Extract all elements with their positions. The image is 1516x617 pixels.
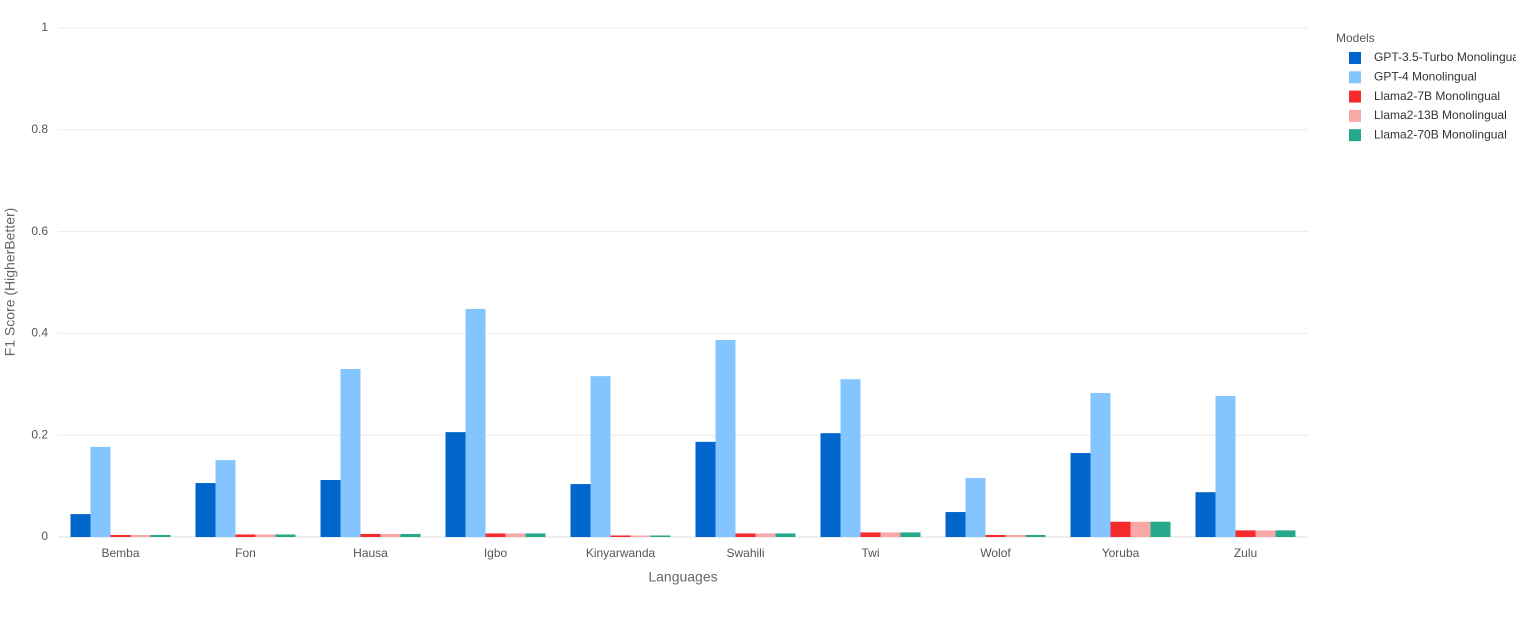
bar <box>525 533 546 537</box>
bar <box>1215 396 1236 537</box>
bar <box>590 376 611 537</box>
bar <box>840 379 861 537</box>
y-tick-label: 0.2 <box>31 427 48 441</box>
bar <box>505 533 526 537</box>
y-tick-label: 1 <box>41 20 48 34</box>
bar <box>570 484 591 537</box>
legend-swatch <box>1349 109 1361 122</box>
x-tick-label: Kinyarwanda <box>586 546 656 560</box>
bar <box>610 535 631 537</box>
bar <box>1130 521 1151 537</box>
bar <box>340 369 361 537</box>
bar <box>110 534 131 537</box>
bar <box>255 534 276 537</box>
bar <box>465 308 486 537</box>
bar <box>630 535 651 537</box>
bar <box>1275 530 1296 537</box>
bar <box>1090 392 1111 537</box>
bar <box>775 533 796 537</box>
y-tick-label: 0.4 <box>31 326 48 340</box>
legend-swatch <box>1349 90 1361 103</box>
legend-label: GPT-3.5-Turbo Monolingual <box>1374 50 1516 64</box>
bar <box>650 535 671 537</box>
bar <box>485 533 506 537</box>
bar <box>195 483 216 537</box>
x-axis-title: Languages <box>648 569 717 585</box>
x-tick-label: Swahili <box>726 546 764 560</box>
legend-swatch <box>1349 71 1361 84</box>
x-tick-label: Igbo <box>484 546 508 560</box>
bar <box>1255 530 1276 537</box>
bar <box>1025 534 1046 537</box>
bar <box>1235 530 1256 537</box>
y-tick-label: 0.6 <box>31 224 48 238</box>
bar <box>880 532 901 537</box>
bar <box>400 533 421 537</box>
bar <box>1005 534 1026 537</box>
bar <box>900 532 921 537</box>
bar <box>360 533 381 537</box>
bar <box>695 441 716 537</box>
bar <box>320 479 341 537</box>
bar <box>130 534 151 537</box>
x-tick-label: Fon <box>235 546 256 560</box>
x-tick-label: Hausa <box>353 546 388 560</box>
bar <box>985 534 1006 537</box>
x-tick-label: Zulu <box>1234 546 1257 560</box>
x-tick-label: Bemba <box>101 546 139 560</box>
legend-label: Llama2-13B Monolingual <box>1374 108 1507 122</box>
bar <box>380 533 401 537</box>
x-tick-label: Twi <box>862 546 880 560</box>
y-tick-label: 0 <box>41 529 48 543</box>
legend-label: GPT-4 Monolingual <box>1374 69 1477 83</box>
bar <box>445 432 466 537</box>
bar <box>945 512 966 537</box>
bar <box>70 514 91 537</box>
legend-swatch <box>1349 52 1361 64</box>
legend-label: Llama2-70B Monolingual <box>1374 127 1507 141</box>
x-tick-label: Wolof <box>980 546 1011 560</box>
bar <box>275 534 296 537</box>
legend-title: Models <box>1336 31 1375 45</box>
bar <box>1070 453 1091 537</box>
bar <box>215 460 236 537</box>
bar <box>150 534 171 537</box>
bar <box>820 433 841 537</box>
y-tick-label: 0.8 <box>31 122 48 136</box>
bar <box>715 340 736 537</box>
bar <box>90 446 111 537</box>
legend-swatch <box>1349 129 1361 142</box>
bar <box>965 477 986 537</box>
bar <box>1150 521 1171 537</box>
bar <box>755 533 776 537</box>
bar <box>1110 521 1131 537</box>
legend-label: Llama2-7B Monolingual <box>1374 89 1500 103</box>
bar <box>1195 492 1216 537</box>
x-tick-label: Yoruba <box>1102 546 1140 560</box>
y-axis-title: F1 Score (HigherBetter) <box>2 208 18 357</box>
bar <box>860 532 881 537</box>
bar <box>235 534 256 537</box>
bar <box>735 533 756 537</box>
